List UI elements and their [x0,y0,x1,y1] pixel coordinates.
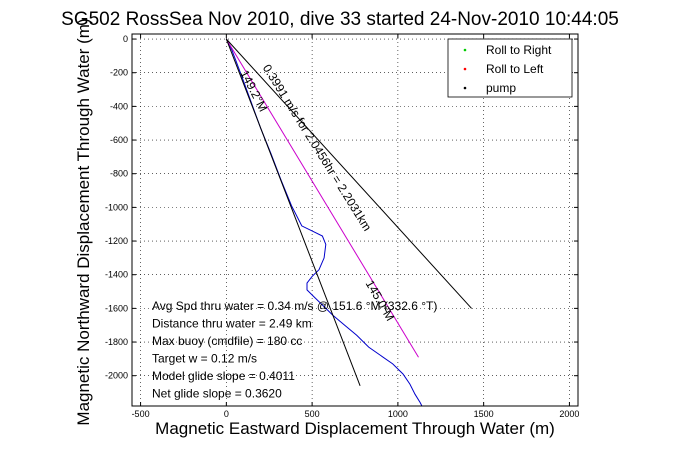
x-tick-label: 1500 [474,409,494,419]
y-tick-label: -1200 [105,236,128,246]
annotation-layer: Avg Spd thru water = 0.34 m/s @ 151.6 °M… [152,299,437,401]
stats-annotation: Model glide slope = 0.4011 [152,369,295,383]
legend-marker [463,48,467,52]
legend-entry: pump [486,81,516,95]
legend-marker [463,86,467,90]
y-tick-label: -800 [110,169,128,179]
y-tick-label: 0 [123,34,128,44]
stats-annotation: Distance thru water = 2.49 km [152,317,312,331]
series-line-4 [225,38,472,309]
y-tick-label: -1800 [105,337,128,347]
y-tick-label: -200 [110,68,128,78]
series-line-3 [225,38,361,386]
x-tick-label: 1000 [388,409,408,419]
legend-marker [463,67,467,71]
y-tick-label: -1400 [105,270,128,280]
y-axis-label: Magnetic Northward Displacement Through … [74,18,93,425]
stats-annotation: Max buoy (cmdfile) = 180 cc [152,334,302,348]
series-line-2 [225,38,419,358]
legend-box [447,38,573,98]
x-tick-label: -500 [132,409,150,419]
stats-annotation: Target w = 0.12 m/s [152,352,257,366]
x-tick-label: 2000 [559,409,579,419]
plot-frame [131,33,579,407]
stats-annotation: Avg Spd thru water = 0.34 m/s @ 151.6 °M… [152,299,437,313]
chart-title: SG502 RossSea Nov 2010, dive 33 started … [61,9,619,30]
y-tick-label: -1600 [105,303,128,313]
y-tick-label: -400 [110,101,128,111]
ticks-layer: -500 0 500 1000 1500 2000 0 -200 -400 -600 -800 -10… [105,34,579,419]
y-tick-label: -600 [110,135,128,145]
stats-annotation: Net glide slope = 0.3620 [152,387,282,401]
legend-entry: Roll to Right [486,43,552,57]
y-tick-label: -2000 [105,371,128,381]
line-label-layer: 0.3991 m/s for 2.0456hr = 2.2031km149.2°… [237,62,397,324]
x-axis-label: Magnetic Eastward Displacement Through W… [155,419,555,438]
x-tick-label: 500 [305,409,320,419]
y-tick-label: -1000 [105,202,128,212]
series-layer [225,38,472,407]
legend: Roll to Right Roll to Left pump [447,38,573,98]
legend-entry: Roll to Left [486,62,544,76]
x-tick-label: 0 [224,409,229,419]
line-label: 0.3991 m/s for 2.0456hr = 2.2031km [260,62,375,234]
